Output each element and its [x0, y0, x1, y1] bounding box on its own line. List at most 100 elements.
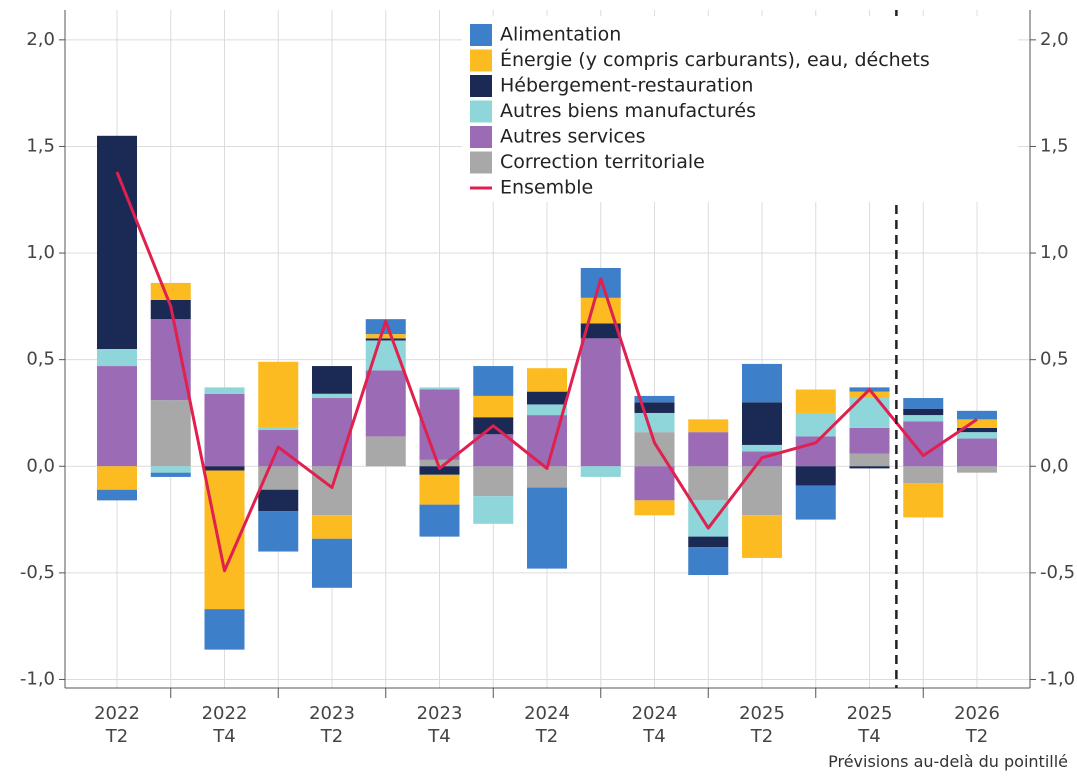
legend-swatch: [470, 126, 492, 148]
y-tick-label: -1,0: [20, 668, 55, 689]
x-tick-label: 2025 T2: [739, 703, 785, 747]
y2-tick-label: 1,0: [1040, 242, 1069, 263]
x-tick-label: 2025 T4: [846, 703, 893, 747]
bar-segment: [419, 474, 460, 505]
bar-segment: [903, 483, 944, 518]
y2-tick-label: -1,0: [1040, 668, 1075, 689]
bar-segment: [419, 466, 460, 475]
legend-label: Énergie (y compris carburants), eau, déc…: [500, 48, 930, 71]
bar-segment: [634, 500, 675, 516]
y2-tick-label: 1,5: [1040, 135, 1069, 156]
bar-segment: [849, 427, 890, 454]
bar-segment: [258, 427, 299, 431]
bar-segment: [634, 395, 675, 403]
legend-label: Hébergement-restauration: [500, 75, 753, 97]
bar-segment: [150, 319, 191, 401]
bar-segment: [742, 402, 782, 445]
legend-label: Correction territoriale: [500, 151, 705, 173]
y2-tick-label: 0,0: [1040, 455, 1069, 476]
bar-segment: [204, 393, 245, 467]
y2-tick-label: -0,5: [1040, 562, 1075, 583]
legend-box: [462, 16, 1018, 202]
bar-segment: [473, 395, 514, 418]
bar-segment: [580, 338, 621, 467]
bar-segment: [957, 438, 997, 467]
bar-segment: [795, 466, 836, 486]
bar-segment: [957, 432, 997, 439]
bar-segment: [903, 408, 944, 416]
x-tick-label: 2022 T4: [201, 703, 248, 747]
y-tick-label: 1,0: [26, 242, 55, 263]
bar-segment: [957, 419, 997, 428]
bar-segment: [903, 398, 944, 409]
bar-segment: [957, 410, 997, 420]
bar-segment: [97, 349, 137, 367]
bar-segment: [150, 466, 191, 473]
y-tick-label: -0,5: [20, 562, 55, 583]
annotation: Prévisions au-delà du pointillé: [828, 752, 1068, 771]
bar-segment: [97, 135, 137, 349]
legend-label: Autres services: [500, 126, 645, 148]
bar-segment: [312, 393, 352, 399]
bar-segment: [742, 444, 782, 452]
x-tick-label: 2024 T2: [524, 703, 570, 747]
bar-segment: [634, 402, 675, 413]
bar-segment: [312, 366, 352, 394]
legend-swatch: [470, 100, 492, 123]
bar-segment: [150, 282, 191, 300]
bar-segment: [258, 489, 299, 512]
bar-segment: [419, 389, 460, 460]
bar-segment: [258, 361, 299, 428]
legend-swatch: [470, 49, 492, 72]
bar-segment: [312, 515, 352, 539]
bar-segment: [903, 415, 944, 422]
bar-segment: [634, 412, 675, 433]
bar-segment: [527, 391, 567, 405]
bar-segment: [795, 412, 836, 437]
bar-segment: [634, 466, 675, 501]
bar-segment: [688, 547, 729, 575]
line: [115, 171, 978, 573]
bar-segment: [365, 370, 406, 437]
bar-segment: [365, 334, 406, 339]
bar-segment: [527, 368, 567, 392]
bar-segment: [580, 466, 621, 477]
legend-swatch: [470, 24, 492, 46]
bar-segment: [365, 338, 406, 341]
bar-segment: [957, 466, 997, 473]
x-tick-label: 2023 T2: [309, 703, 355, 747]
y-tick-label: 1,5: [26, 135, 55, 156]
bar-segment: [849, 466, 890, 469]
bar-segment: [473, 434, 514, 467]
bar-segment: [473, 366, 514, 396]
bar-segment: [688, 466, 729, 501]
bar-segment: [742, 515, 782, 558]
bar-segment: [204, 466, 245, 471]
bar-segment: [258, 511, 299, 552]
bar-segment: [527, 404, 567, 416]
bar-segment: [795, 389, 836, 413]
bar-segment: [312, 466, 352, 516]
legend-label: Ensemble: [500, 177, 593, 199]
bar-segment: [580, 323, 621, 339]
bar-segment: [849, 453, 890, 467]
bar-segment: [419, 504, 460, 537]
bar-segment: [97, 489, 137, 501]
legend-label: Alimentation: [500, 24, 621, 46]
bar-segment: [419, 459, 460, 467]
x-tick-label: 2024 T4: [631, 703, 678, 747]
bar-segment: [849, 391, 890, 399]
bar-segment: [312, 538, 352, 588]
bar-segment: [688, 432, 729, 467]
legend-label: Autres biens manufacturés: [500, 100, 756, 122]
bar-segment: [795, 485, 836, 520]
bar-segment: [365, 319, 406, 335]
x-tick-label: 2026 T2: [954, 703, 1000, 747]
y2-tick-label: 0,5: [1040, 349, 1069, 370]
y-tick-label: 0,0: [26, 455, 55, 476]
y-tick-label: 0,5: [26, 349, 55, 370]
bar-segment: [365, 436, 406, 467]
bar-segment: [634, 432, 675, 467]
